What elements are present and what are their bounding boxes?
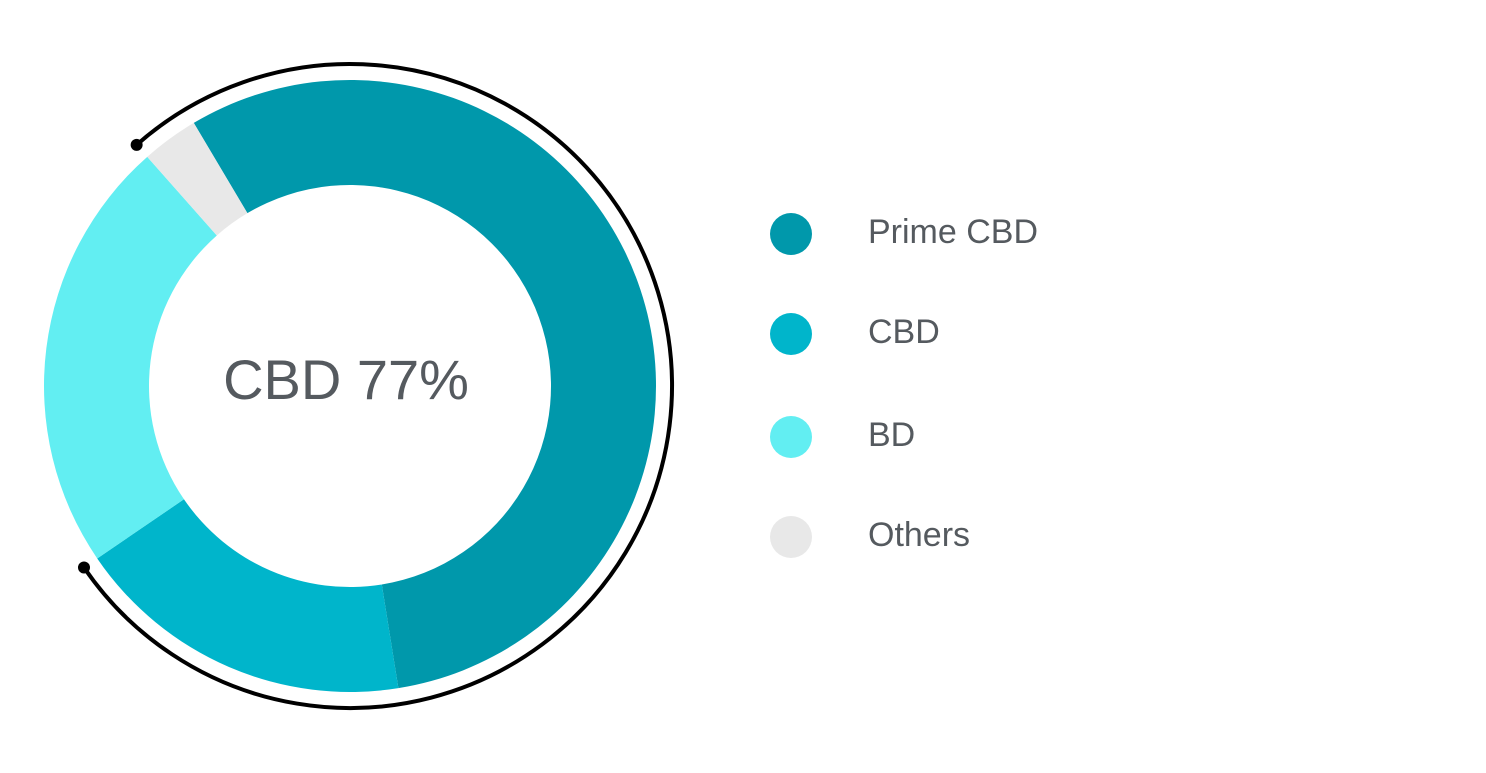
bracket-end	[77, 561, 90, 574]
bracket-arc	[82, 62, 674, 710]
center-label: CBD 77%	[223, 348, 469, 411]
legend-swatch	[770, 213, 812, 255]
donut-segment	[193, 80, 656, 689]
donut-segment	[147, 122, 248, 236]
legend-label: BD	[868, 416, 915, 454]
bracket-end	[130, 138, 143, 151]
legend-swatch	[770, 313, 812, 355]
legend-label: Prime CBD	[868, 213, 1038, 251]
legend-swatch	[770, 416, 812, 458]
donut-segment	[97, 499, 399, 692]
legend-swatch	[770, 516, 812, 558]
legend-label: CBD	[868, 313, 940, 351]
legend-label: Others	[868, 516, 970, 554]
donut-segment	[44, 156, 217, 559]
